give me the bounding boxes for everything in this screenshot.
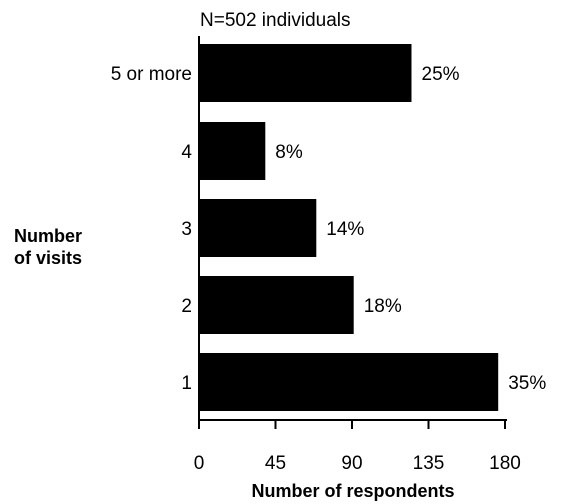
category-label: 4	[181, 142, 192, 163]
y-axis-title-line-2: of visits	[14, 248, 82, 268]
x-tick-label: 135	[413, 453, 445, 474]
bar-1	[199, 44, 412, 102]
data-labels: 25% 8% 14% 18% 35%	[275, 64, 546, 394]
x-ticks: 0 45 90 135 180	[194, 420, 521, 474]
bar-4	[199, 276, 354, 334]
x-tick-label: 0	[194, 453, 205, 474]
bar-2	[199, 122, 266, 180]
x-tick-label: 45	[265, 453, 286, 474]
x-tick-label: 180	[489, 453, 521, 474]
data-label: 35%	[508, 373, 546, 394]
data-label: 8%	[275, 142, 303, 163]
x-tick-label: 90	[341, 453, 362, 474]
category-label: 5 or more	[111, 64, 192, 85]
data-label: 25%	[422, 64, 460, 85]
x-axis-title: Number of respondents	[251, 481, 454, 501]
category-label: 2	[181, 296, 192, 317]
category-labels: 5 or more 4 3 2 1	[111, 64, 193, 394]
category-label: 3	[181, 219, 192, 240]
bar-3	[199, 199, 317, 257]
bars-group	[199, 44, 499, 411]
data-label: 18%	[364, 296, 402, 317]
data-label: 14%	[326, 219, 364, 240]
y-axis-title-line-1: Number	[14, 226, 82, 246]
y-axis-title: Number of visits	[14, 226, 87, 268]
bar-5	[199, 353, 499, 411]
category-label: 1	[181, 373, 192, 394]
annotation: N=502 individuals	[200, 10, 351, 31]
